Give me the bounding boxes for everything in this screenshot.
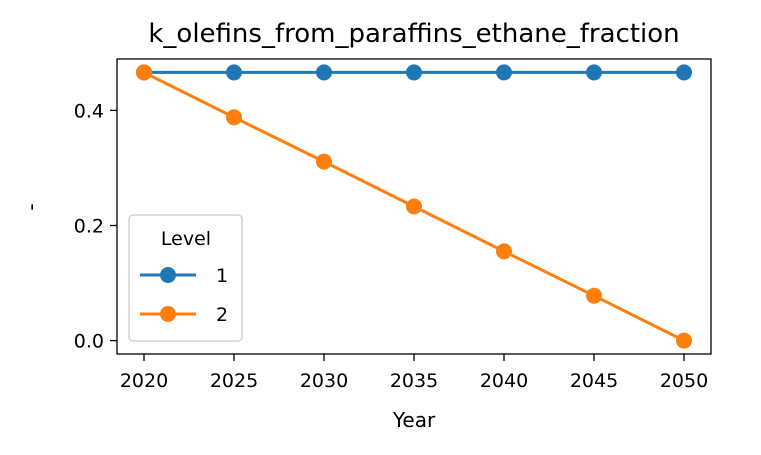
series-2-point: [316, 153, 332, 170]
x-tick-label: 2035: [390, 370, 438, 392]
series-1-point: [226, 64, 242, 81]
legend-title: Level: [161, 228, 211, 250]
series-2-point: [136, 64, 152, 81]
series-2-point: [586, 287, 602, 304]
x-axis-label: Year: [392, 408, 436, 432]
legend-swatch-marker: [160, 267, 176, 283]
y-axis-label: -: [19, 203, 43, 210]
series-1-point: [676, 64, 692, 81]
x-tick-label: 2020: [120, 370, 168, 392]
series-1-point: [496, 64, 512, 81]
x-tick-label: 2045: [570, 370, 618, 392]
legend-box: [128, 214, 243, 342]
y-tick-label: 0.2: [74, 215, 104, 237]
x-tick-label: 2030: [300, 370, 348, 392]
y-tick-label: 0.0: [74, 331, 104, 353]
series-2-point: [676, 332, 692, 349]
x-tick-label: 2040: [480, 370, 528, 392]
chart-title: k_olefins_from_paraffins_ethane_fraction: [148, 19, 679, 49]
series-2-point: [226, 109, 242, 126]
legend-entry-label: 2: [216, 304, 228, 326]
series-2-point: [406, 198, 422, 215]
axes: 2020 2025 2030 2035 2040 2045 2050 0.0 0.2 0.4: [74, 100, 708, 392]
x-tick-label: 2050: [660, 370, 708, 392]
series-1-point: [316, 64, 332, 81]
series-1-point: [586, 64, 602, 81]
plot-area: [136, 64, 692, 349]
series-2-point: [496, 243, 512, 260]
series-1-point: [406, 64, 422, 81]
y-tick-label: 0.4: [74, 100, 104, 122]
legend-entry-label: 1: [216, 265, 228, 287]
x-tick-label: 2025: [210, 370, 258, 392]
legend-swatch-marker: [160, 306, 176, 322]
